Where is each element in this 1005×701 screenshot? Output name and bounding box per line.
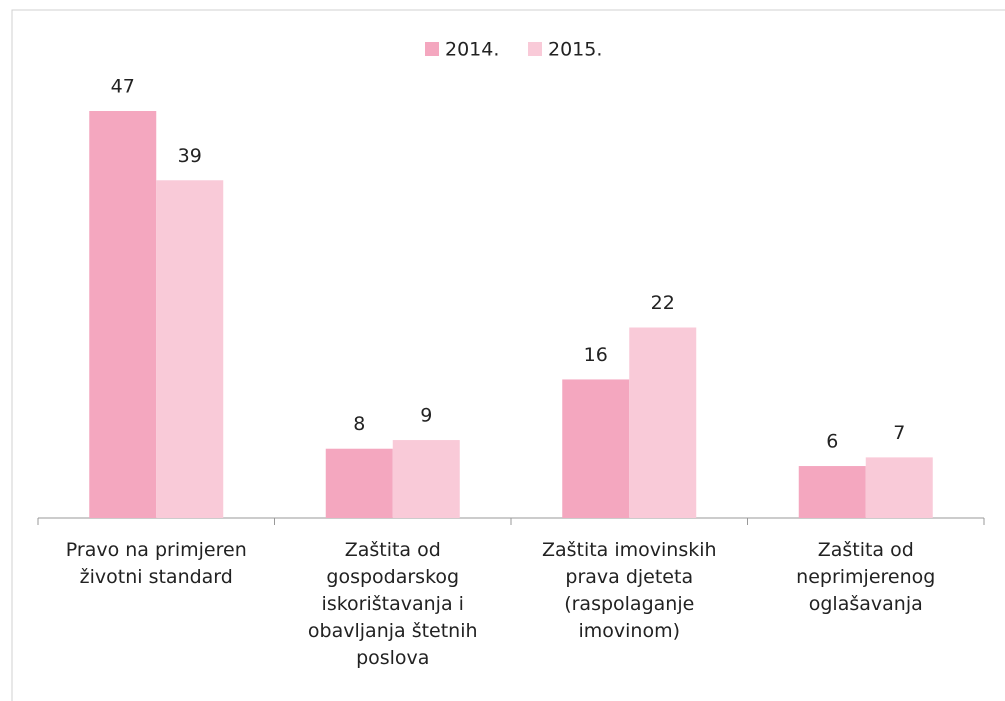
bar (865, 457, 933, 518)
bar (89, 111, 157, 518)
legend-swatch (425, 42, 439, 56)
data-label: 22 (651, 292, 675, 314)
bar (562, 379, 630, 518)
bar (156, 180, 224, 518)
x-tick-label: Zaštita od neprimjerenog oglašavanja (796, 539, 936, 615)
data-label: 16 (584, 344, 608, 366)
legend-label: 2014. (445, 39, 499, 61)
chart-frame (11, 9, 1005, 701)
legend-label: 2015. (548, 39, 602, 61)
legend-swatch (528, 42, 542, 56)
bar (798, 466, 866, 518)
bar (392, 440, 460, 518)
data-label: 6 (826, 431, 838, 453)
data-label: 8 (353, 413, 365, 435)
x-tick-label: Zaštita imovinskih prava djeteta (raspol… (541, 539, 717, 642)
bar (629, 327, 697, 518)
data-label: 7 (893, 422, 905, 444)
x-tick-label: Zaštita od gospodarskog iskorištavanja i… (307, 539, 478, 669)
data-label: 39 (178, 145, 202, 167)
bar (325, 448, 393, 518)
data-label: 47 (111, 76, 135, 98)
data-label: 9 (420, 405, 432, 427)
x-tick-label: Pravo na primjeren životni standard (65, 539, 247, 588)
